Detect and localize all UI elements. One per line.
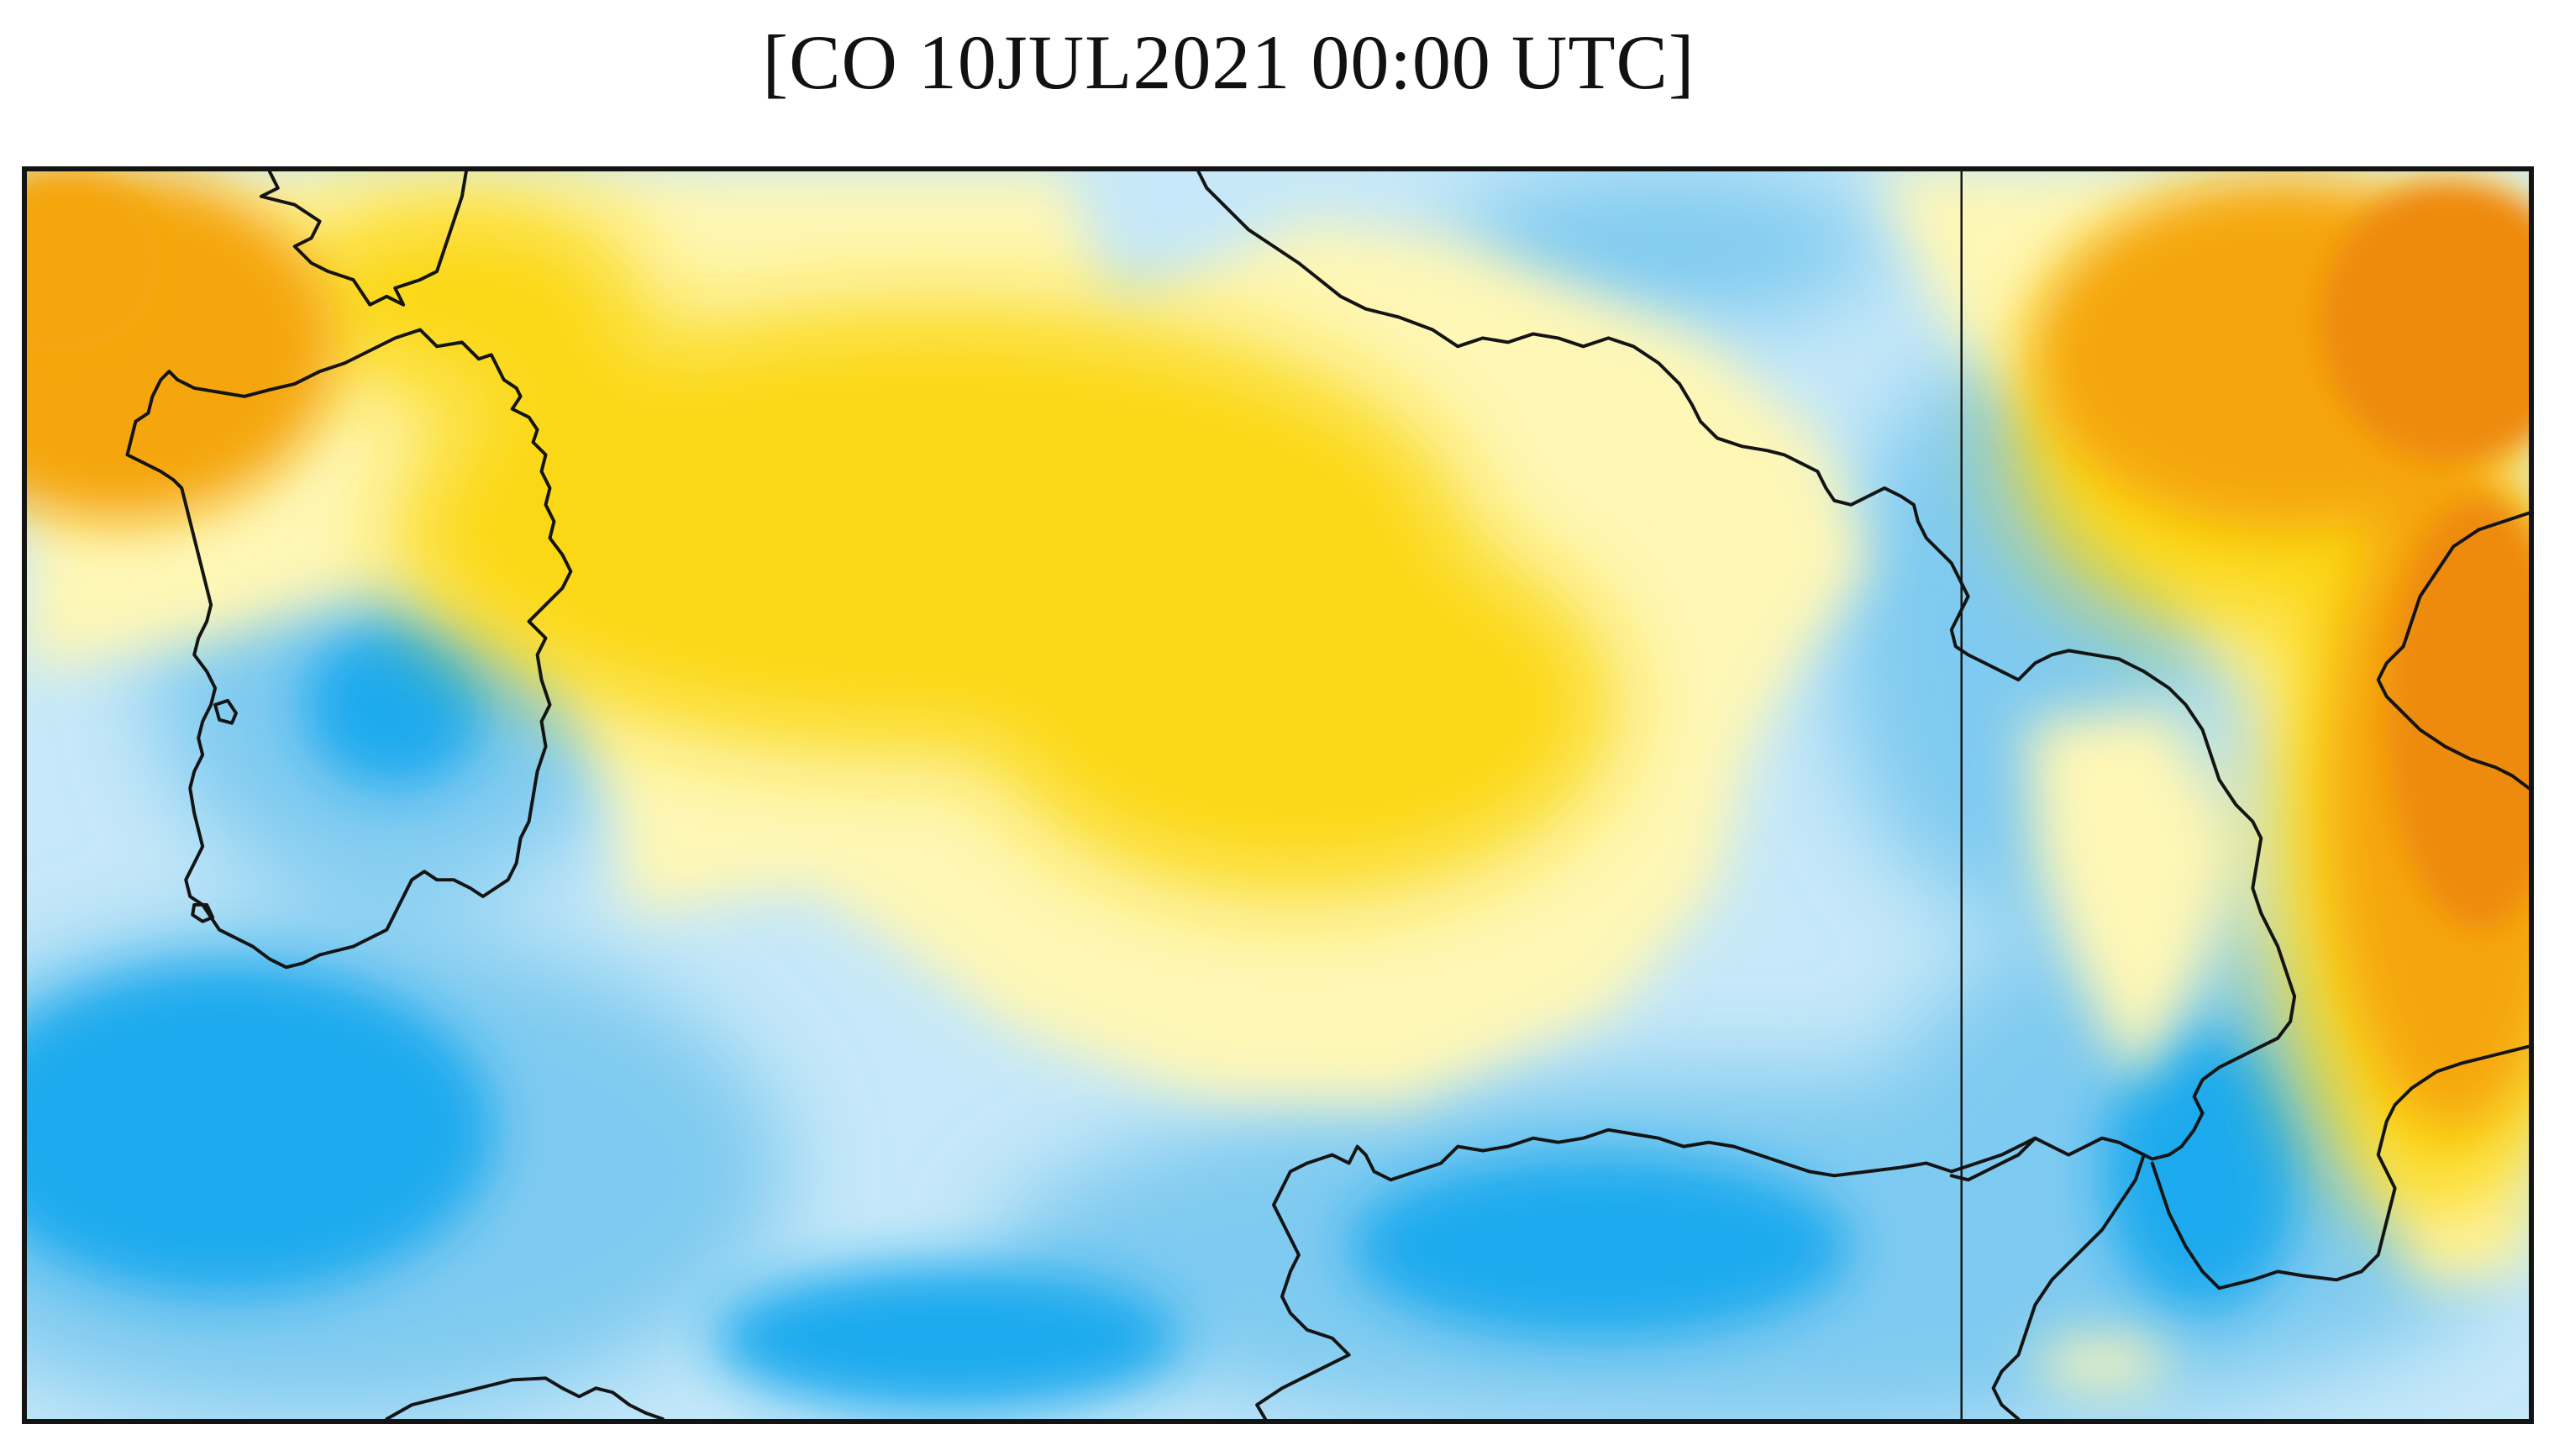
- field-lowest-blue: [27, 621, 2304, 1414]
- coastline-africa: [385, 1376, 665, 1419]
- field-dark-orange: [27, 171, 2529, 930]
- coastline-islet: [191, 902, 215, 923]
- coastlines: [125, 171, 2529, 1419]
- coastline-italy-west: [1196, 171, 2297, 1182]
- map-frame: [22, 166, 2534, 1424]
- coastline-calabria: [2150, 1044, 2529, 1290]
- coastline-sardinia: [125, 328, 573, 970]
- co-concentration-map: [27, 171, 2529, 1419]
- coastline-italy-east: [2376, 511, 2529, 791]
- coastline-sicily-east: [1991, 1153, 2146, 1419]
- coastline-sicily: [1255, 1127, 2037, 1419]
- coastline-corsica: [259, 171, 468, 307]
- coastline-islet-west: [213, 698, 238, 725]
- map-title: [CO 10JUL2021 00:00 UTC]: [762, 19, 1695, 105]
